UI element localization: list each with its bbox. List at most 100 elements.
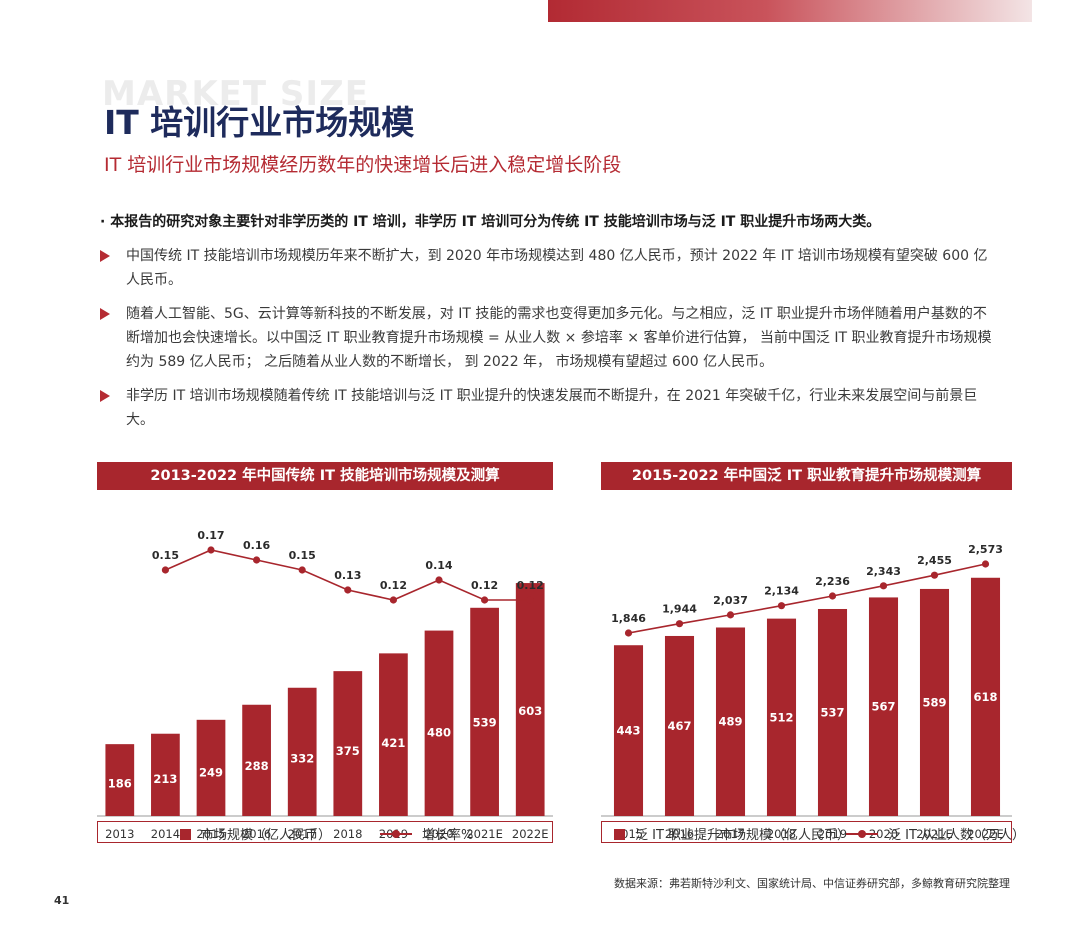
line-point: [389, 596, 397, 604]
triangle-bullet-icon: [100, 250, 110, 262]
bar: [613, 645, 644, 816]
bar-value-label: 618: [973, 690, 997, 704]
x-tick-label: 2016: [242, 827, 271, 841]
line-value-label: 2,236: [815, 575, 850, 588]
x-tick-label: 2020: [869, 827, 898, 841]
x-tick-label: 2019: [818, 827, 847, 841]
x-tick-label: 2020: [424, 827, 453, 841]
line-point: [879, 582, 888, 590]
page-subtitle: IT 培训行业市场规模经历数年的快速增长后进入稳定增长阶段: [104, 154, 622, 176]
line-value-label: 1,944: [662, 603, 697, 616]
line-point: [435, 576, 443, 584]
top-decor-bar: [548, 0, 1032, 22]
legend-label: 泛 IT 从业人数（万人）: [888, 828, 1026, 843]
bar: [868, 597, 899, 816]
legend-item-bar: 市场规模（亿人民币）: [180, 824, 331, 843]
bar: [287, 687, 317, 816]
x-tick-label: 2017: [288, 827, 317, 841]
line-value-label: 0.16: [243, 539, 270, 552]
bar-value-label: 443: [616, 724, 640, 738]
chart-title: 2013-2022 年中国传统 IT 技能培训市场规模及测算: [97, 462, 553, 490]
bar-value-label: 332: [290, 751, 314, 765]
page-number: 41: [54, 894, 70, 907]
bullet-text: 中国传统 IT 技能培训市场规模历年来不断扩大，到 2020 年市场规模达到 4…: [126, 248, 988, 288]
line-point: [777, 602, 786, 610]
line-point: [930, 571, 939, 579]
legend-line-icon: [846, 830, 878, 838]
legend-square-icon: [180, 829, 191, 840]
bar: [333, 671, 363, 816]
bar-value-label: 249: [199, 766, 223, 780]
legend-item-bar: 泛 IT 职业提升市场规模（亿人民币）: [614, 824, 850, 843]
line-value-label: 2,037: [713, 594, 748, 607]
bar-value-label: 489: [718, 715, 742, 729]
line-point: [675, 620, 684, 628]
line-value-label: 0.17: [197, 529, 224, 542]
line-point: [726, 611, 735, 619]
chart-plot: 4432015467201648920175122018537201956720…: [601, 543, 1012, 841]
bar: [817, 608, 848, 816]
legend-label: 市场规模（亿人民币）: [201, 828, 332, 843]
line-point: [207, 546, 215, 554]
line-point: [161, 566, 169, 574]
line-point: [298, 566, 306, 574]
bar-value-label: 603: [518, 704, 542, 718]
chart-traditional-it-market: 2013-2022 年中国传统 IT 技能培训市场规模及测算 186 2013 21…: [97, 462, 553, 850]
line-value-label: 2,573: [968, 543, 1003, 556]
line-value-label: 0.13: [334, 569, 361, 582]
line-point: [828, 592, 837, 600]
bar-value-label: 288: [245, 759, 269, 773]
x-tick-label: 2018: [333, 827, 362, 841]
line-point: [253, 556, 261, 564]
bar: [664, 635, 695, 816]
legend-square-icon: [614, 829, 625, 840]
bar-value-label: 480: [427, 726, 451, 740]
bar: [105, 744, 135, 816]
bar: [715, 627, 746, 816]
x-tick-label: 2014: [151, 827, 180, 841]
legend-label: 增长率%: [422, 828, 474, 843]
bullet-item: 非学历 IT 培训市场规模随着传统 IT 技能培训与泛 IT 职业提升的快速发展…: [100, 384, 1000, 432]
bar-value-label: 213: [153, 772, 177, 786]
x-tick-label: 2018: [767, 827, 796, 841]
bar: [151, 733, 180, 816]
legend-label: 泛 IT 职业提升市场规模（亿人民币）: [635, 828, 851, 843]
bar-value-label: 512: [769, 710, 793, 724]
x-tick-label: 2022E: [512, 827, 549, 841]
x-tick-label: 2013: [105, 827, 134, 841]
intro-text: · 本报告的研究对象主要针对非学历类的 IT 培训，非学历 IT 培训可分为传统…: [100, 214, 881, 230]
legend-item-line: 泛 IT 从业人数（万人）: [846, 824, 1025, 843]
legend-item-line: 增长率%: [380, 824, 473, 843]
page-title: IT 培训行业市场规模: [104, 103, 415, 142]
line-value-label: 0.15: [152, 549, 179, 562]
bar-value-label: 567: [871, 700, 895, 714]
bar: [424, 630, 454, 816]
bullet-text: 随着人工智能、5G、云计算等新科技的不断发展，对 IT 技能的需求也变得更加多元…: [126, 306, 992, 370]
line-point: [624, 629, 633, 637]
chart-plot: 186 2013 213 2014 249 2015 288 2016 332 2017 375 20…: [97, 529, 553, 841]
line-value-label: 2,343: [866, 565, 901, 578]
line-value-label: 2,455: [917, 554, 952, 567]
bar: [379, 653, 408, 816]
x-tick-label: 2015: [196, 827, 225, 841]
bullet-text: 非学历 IT 培训市场规模随着传统 IT 技能培训与泛 IT 职业提升的快速发展…: [126, 388, 978, 428]
line-point: [344, 586, 352, 594]
bar-value-label: 467: [667, 719, 691, 733]
chart-legend: 泛 IT 职业提升市场规模（亿人民币） 泛 IT 从业人数（万人）: [601, 821, 1025, 843]
bar: [919, 588, 950, 816]
bar: [970, 577, 1001, 816]
bar-value-label: 186: [108, 777, 132, 791]
x-tick-label: 2021E: [916, 827, 953, 841]
line-value-label: 0.12: [517, 579, 544, 592]
bar-value-label: 421: [381, 736, 405, 750]
chart-pan-it-market: 2015-2022 年中国泛 IT 职业教育提升市场规模测算 443 2015 46…: [601, 462, 1025, 850]
chart-legend: 市场规模（亿人民币） 增长率%: [97, 821, 553, 843]
triangle-bullet-icon: [100, 308, 110, 320]
bar: [515, 583, 545, 816]
triangle-bullet-icon: [100, 390, 110, 402]
bullet-item: 随着人工智能、5G、云计算等新科技的不断发展，对 IT 技能的需求也变得更加多元…: [100, 302, 1000, 374]
bar: [242, 704, 271, 816]
line-value-label: 2,134: [764, 585, 799, 598]
line-value-label: 0.14: [425, 559, 452, 572]
bullet-list: 中国传统 IT 技能培训市场规模历年来不断扩大，到 2020 年市场规模达到 4…: [100, 244, 1000, 442]
